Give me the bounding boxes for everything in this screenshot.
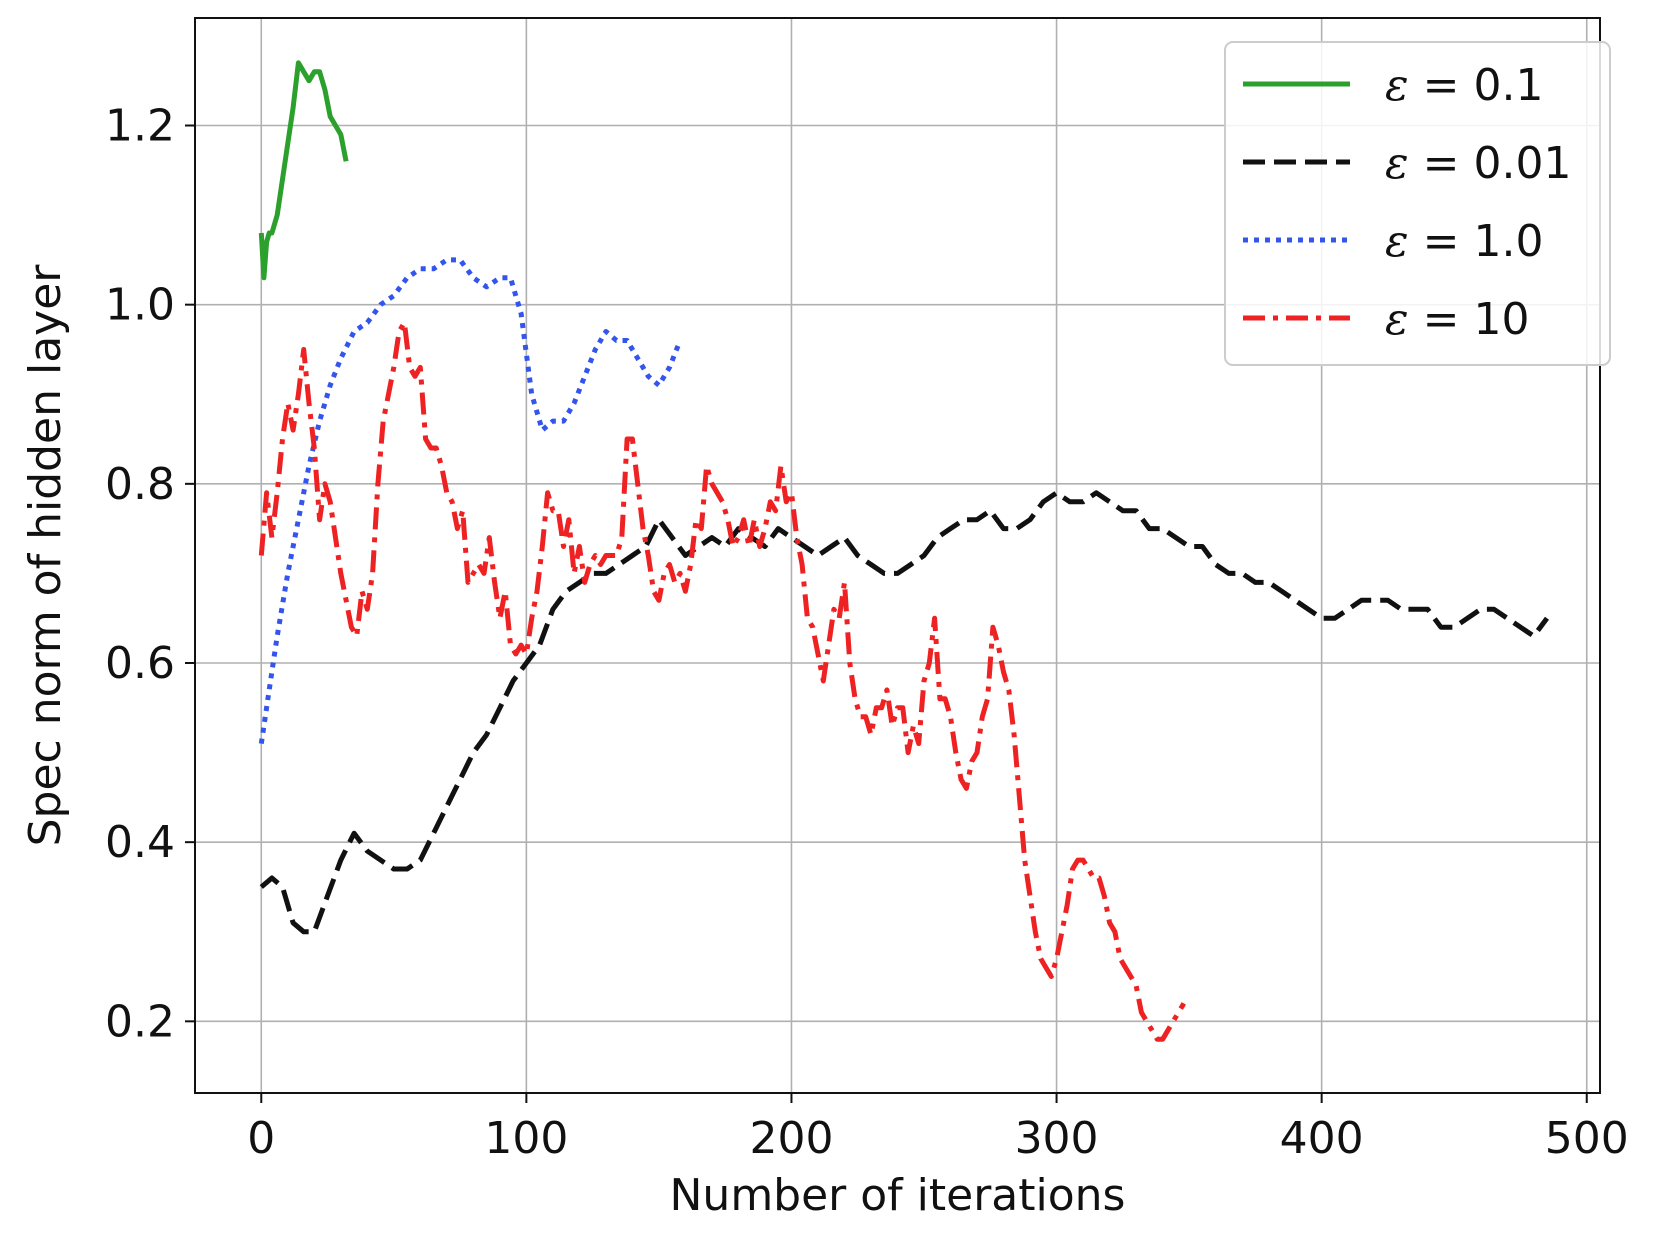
y-axis-ticks: 0.2 0.4 0.6 0.8 1.0 1.2 — [105, 101, 195, 1047]
x-tick-label: 400 — [1280, 1113, 1364, 1164]
x-tick-label: 0 — [247, 1113, 275, 1164]
x-axis-ticks: 0 100 200 300 400 500 — [247, 1093, 1629, 1164]
y-tick-label: 1.2 — [105, 101, 175, 152]
legend-box — [1224, 41, 1611, 366]
x-axis-label: Number of iterations — [670, 1170, 1126, 1221]
x-tick-label: 200 — [749, 1113, 833, 1164]
x-tick-label: 100 — [484, 1113, 568, 1164]
x-tick-label: 300 — [1015, 1113, 1099, 1164]
legend-label-1: ε = 0.01 — [1385, 138, 1571, 189]
y-tick-label: 0.8 — [105, 459, 175, 510]
series-line-0 — [258, 60, 349, 281]
series-line-2 — [258, 257, 683, 744]
legend: ε = 0.1 ε = 0.01 ε = 1.0 ε = 10 — [1224, 41, 1611, 366]
series-layer — [258, 60, 1550, 1042]
series-line-3 — [258, 320, 1186, 1042]
y-tick-label: 0.6 — [105, 638, 175, 689]
legend-label-2: ε = 1.0 — [1385, 216, 1543, 267]
y-tick-label: 1.0 — [105, 280, 175, 331]
plot-area-frame — [194, 17, 1601, 1094]
legend-label-3: ε = 10 — [1385, 294, 1529, 345]
y-tick-label: 0.4 — [105, 817, 175, 868]
x-tick-label: 500 — [1545, 1113, 1629, 1164]
y-axis-label: Spec norm of hidden layer — [20, 264, 71, 847]
legend-label-0: ε = 0.1 — [1385, 60, 1543, 111]
series-line-1 — [259, 490, 1550, 935]
y-tick-label: 0.2 — [105, 996, 175, 1047]
